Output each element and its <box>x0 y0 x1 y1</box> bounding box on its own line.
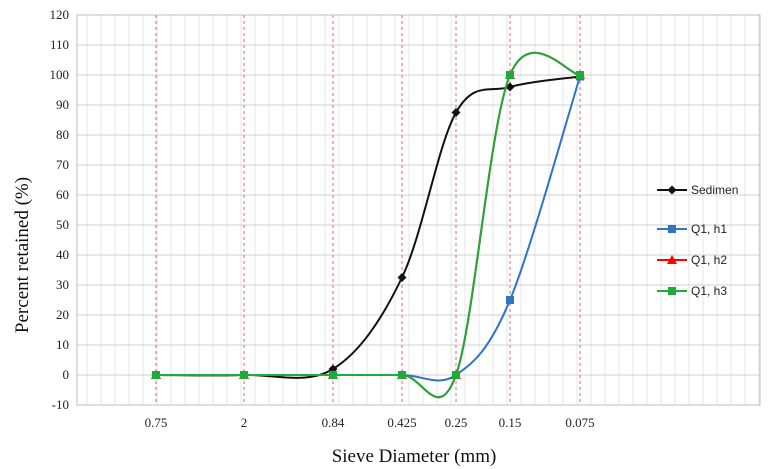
legend-marker <box>667 255 677 264</box>
legend-label: Sedimen <box>691 183 738 197</box>
grid <box>77 14 760 406</box>
y-tick-label: 50 <box>56 217 69 232</box>
legend: Sedimen Q1, h1 Q1, h2 Q1, h3 <box>657 183 738 298</box>
y-tick-label: 100 <box>50 67 70 82</box>
y-tick-label: 30 <box>56 277 69 292</box>
series <box>151 51 585 399</box>
legend-label: Q1, h1 <box>691 222 727 236</box>
data-point <box>329 371 337 379</box>
y-tick-label: 70 <box>56 157 69 172</box>
data-point <box>452 371 460 379</box>
x-tick-label: 0.425 <box>387 415 416 430</box>
legend-marker <box>668 287 676 295</box>
data-point <box>398 371 406 379</box>
x-axis-label: Sieve Diameter (mm) <box>332 446 497 467</box>
y-tick-label: 120 <box>50 7 70 22</box>
plot-border <box>76 14 761 406</box>
x-tick-label: 0.84 <box>322 415 345 430</box>
y-tick-label: 90 <box>56 97 69 112</box>
y-tick-label: 0 <box>63 367 70 382</box>
y-tick-label: 20 <box>56 307 69 322</box>
data-point <box>152 371 160 379</box>
data-point <box>397 273 407 282</box>
x-tick-label: 0.075 <box>565 415 594 430</box>
legend-label: Q1, h2 <box>691 253 727 267</box>
y-tick-label: 10 <box>56 337 69 352</box>
axes: -10 0 10 20 30 40 50 60 70 80 90 100 110 120 0.75 2 0.84… <box>50 7 761 430</box>
x-tick-label: 0.15 <box>499 415 522 430</box>
data-point <box>451 108 461 117</box>
y-tick-label: 80 <box>56 127 69 142</box>
y-axis-label: Percent retained (%) <box>12 177 33 333</box>
y-tick-label: 60 <box>56 187 69 202</box>
series-4 <box>152 51 584 399</box>
legend-item: Q1, h1 <box>657 222 727 236</box>
legend-label: Q1, h3 <box>691 284 727 298</box>
legend-item: Sedimen <box>657 183 738 197</box>
x-tick-label: 0.25 <box>445 415 468 430</box>
legend-marker <box>668 225 676 233</box>
y-tick-label: -10 <box>52 397 69 412</box>
y-tick-label: 110 <box>50 37 69 52</box>
data-point <box>506 71 514 79</box>
series-1 <box>151 72 585 380</box>
data-point <box>505 82 515 92</box>
data-point <box>240 371 248 379</box>
series-line <box>155 75 581 379</box>
x-tick-label: 2 <box>241 415 248 430</box>
y-tick-label: 40 <box>56 247 69 262</box>
legend-item: Q1, h2 <box>657 253 727 267</box>
legend-marker <box>667 185 677 195</box>
data-point <box>506 296 514 304</box>
data-point <box>576 71 584 79</box>
x-tick-label: 0.75 <box>145 415 168 430</box>
legend-item: Q1, h3 <box>657 284 727 298</box>
